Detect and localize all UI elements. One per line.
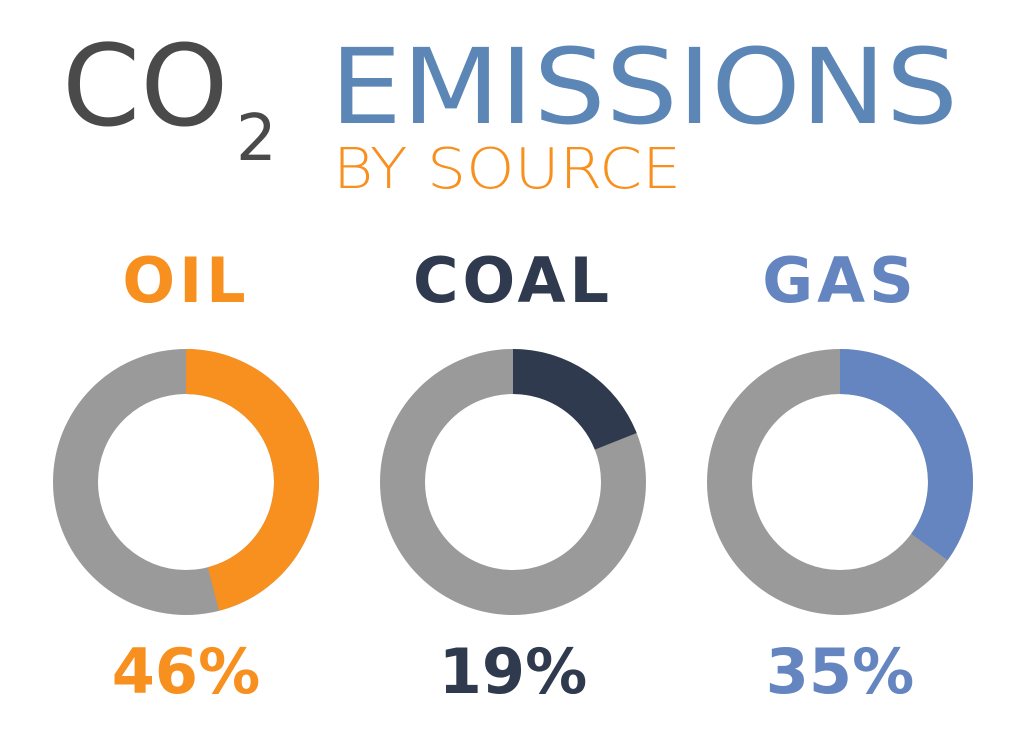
chart-title: OIL [122, 244, 249, 317]
chart-title: GAS [762, 244, 918, 317]
donut-hole [426, 395, 600, 569]
donut-hole [99, 395, 273, 569]
title-co: CO [62, 22, 228, 152]
donut-hole [753, 395, 927, 569]
title: EMISSIONS [330, 26, 958, 148]
donut-segment [186, 349, 319, 611]
donut-segment [513, 349, 637, 450]
subtitle: BY SOURCE [333, 137, 681, 202]
chart-title: COAL [413, 244, 613, 317]
value-label: 35% [766, 635, 914, 708]
donut-segment [840, 349, 973, 561]
title-subscript: 2 [236, 102, 277, 176]
value-label: 19% [439, 635, 587, 708]
value-label: 46% [112, 635, 260, 708]
